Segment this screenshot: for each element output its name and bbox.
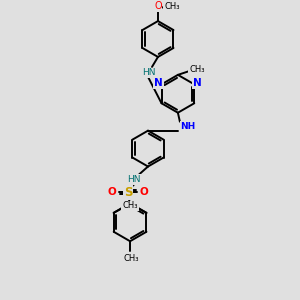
- Text: HN: HN: [127, 175, 141, 184]
- Text: NH: NH: [180, 122, 196, 131]
- Text: CH₃: CH₃: [123, 254, 139, 263]
- Text: HN: HN: [142, 68, 156, 77]
- Text: O: O: [154, 1, 162, 11]
- Text: N: N: [193, 78, 202, 88]
- Text: CH₃: CH₃: [189, 65, 205, 74]
- Text: CH₃: CH₃: [122, 201, 137, 210]
- Text: CH₃: CH₃: [123, 201, 138, 210]
- Text: CH₃: CH₃: [164, 2, 180, 10]
- Text: O: O: [108, 188, 116, 197]
- Text: N: N: [154, 78, 163, 88]
- Text: S: S: [124, 186, 132, 199]
- Text: O: O: [140, 188, 148, 197]
